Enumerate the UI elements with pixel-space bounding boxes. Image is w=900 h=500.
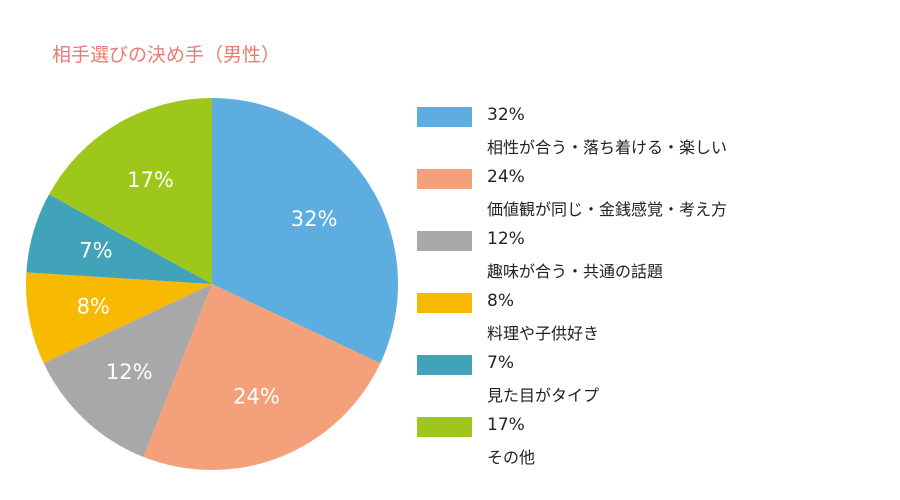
legend-swatch [417,169,472,189]
legend-percent: 12% [487,229,525,249]
slice-data-label: 7% [79,238,112,262]
pie-chart: 32% 24% 12% 8% 7% 17% [25,98,398,470]
legend-percent: 8% [487,291,514,311]
legend-swatch [417,355,472,375]
legend-label: 料理や子供好き [487,324,600,343]
pie-slice [49,98,212,284]
legend-swatch [417,417,472,437]
slice-data-label: 24% [233,384,280,408]
legend-percent: 7% [487,353,514,373]
pie-slice [26,194,212,284]
pie-slice [25,272,213,364]
legend-percent: 24% [487,167,525,187]
legend-label: 価値観が同じ・金銭感覚・考え方 [487,200,728,219]
legend-label: 見た目がタイプ [487,386,600,405]
chart-title: 相手選びの決め手（男性） [52,44,281,66]
legend-swatch [417,231,472,251]
legend-swatch [417,293,472,313]
slice-data-label: 17% [127,168,174,192]
pie-slice [143,284,381,470]
legend-percent: 17% [487,415,525,435]
legend-label: 趣味が合う・共通の話題 [487,262,664,281]
slice-data-label: 8% [77,295,110,319]
slice-data-label: 32% [291,207,338,231]
legend-swatch [417,107,472,127]
pie-slice [212,98,398,364]
slice-data-label: 12% [106,360,153,384]
pie-slice [43,284,213,457]
legend-label: その他 [487,448,536,467]
legend-label: 相性が合う・落ち着ける・楽しい [487,138,728,157]
legend-percent: 32% [487,105,525,125]
